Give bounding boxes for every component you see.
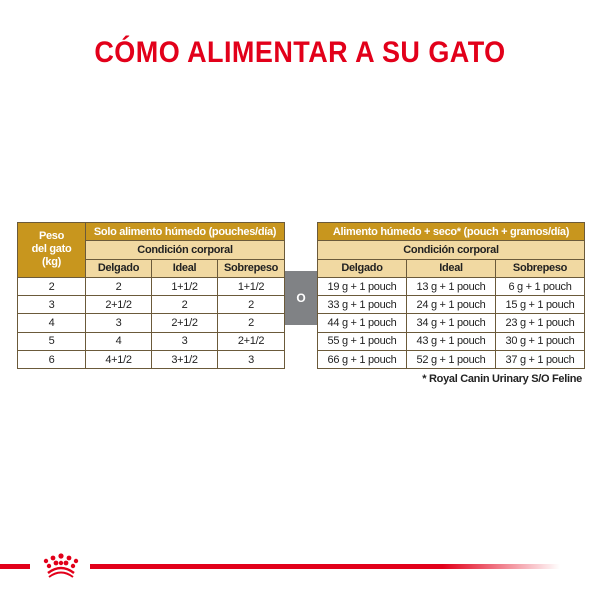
table-cell: 2+1/2	[85, 295, 152, 315]
table-cell: 4	[85, 331, 152, 352]
wet-food-table: Peso del gato (kg) Solo alimento húmedo …	[17, 221, 286, 370]
table-row: 19 g + 1 pouch 13 g + 1 pouch 6 g + 1 pouc…	[317, 276, 585, 297]
table-cell: 3	[151, 331, 218, 352]
table-row: 33 g + 1 pouch 24 g + 1 pouch 15 g + 1 pou…	[317, 295, 585, 315]
table-cell: 1+1/2	[151, 276, 218, 297]
table-cell: 43 g + 1 pouch	[406, 331, 496, 352]
table-cell: 55 g + 1 pouch	[317, 331, 407, 352]
brand-line	[90, 564, 560, 569]
table-cell: 2+1/2	[216, 331, 286, 352]
table-row: 4 3 2+1/2 2	[17, 313, 286, 333]
table-cell: 52 g + 1 pouch	[406, 350, 496, 370]
footnote: * Royal Canin Urinary S/O Feline	[422, 373, 582, 385]
table-cell: 6 g + 1 pouch	[495, 276, 585, 297]
group-header: Alimento húmedo + seco* (pouch + gramos/…	[317, 221, 585, 242]
table-cell: 66 g + 1 pouch	[317, 350, 407, 370]
table-cell: 3	[216, 350, 286, 370]
table-row: 55 g + 1 pouch 43 g + 1 pouch 30 g + 1 pou…	[317, 331, 585, 352]
table-cell: 5	[17, 331, 86, 352]
table-cell: 33 g + 1 pouch	[317, 295, 407, 315]
table-row: 66 g + 1 pouch 52 g + 1 pouch 37 g + 1 pou…	[317, 350, 585, 370]
weight-header-line: (kg)	[42, 256, 61, 269]
table-cell: 3+1/2	[151, 350, 218, 370]
table-cell: 2	[85, 276, 152, 297]
brand-line	[0, 564, 30, 569]
column-header: Delgado	[85, 258, 152, 278]
table-cell: 24 g + 1 pouch	[406, 295, 496, 315]
or-separator: O	[285, 271, 317, 325]
page-title: CÓMO ALIMENTAR A SU GATO	[94, 36, 506, 69]
table-cell: 2+1/2	[151, 313, 218, 333]
table-cell: 44 g + 1 pouch	[317, 313, 407, 333]
table-cell: 30 g + 1 pouch	[495, 331, 585, 352]
column-header: Sobrepeso	[495, 258, 585, 278]
table-cell: 6	[17, 350, 86, 370]
column-header: Sobrepeso	[216, 258, 286, 278]
table-row: 5 4 3 2+1/2	[17, 331, 286, 352]
table-cell: 3	[17, 295, 86, 315]
table-cell: 2	[17, 276, 86, 297]
table-cell: 34 g + 1 pouch	[406, 313, 496, 333]
table-row: 44 g + 1 pouch 34 g + 1 pouch 23 g + 1 pou…	[317, 313, 585, 333]
table-cell: 2	[216, 313, 286, 333]
column-header: Delgado	[317, 258, 407, 278]
table-cell: 23 g + 1 pouch	[495, 313, 585, 333]
table-cell: 13 g + 1 pouch	[406, 276, 496, 297]
column-header: Ideal	[406, 258, 496, 278]
table-row: 6 4+1/2 3+1/2 3	[17, 350, 286, 370]
table-cell: 3	[85, 313, 152, 333]
subheader: Condición corporal	[84, 240, 286, 260]
table-cell: 1+1/2	[216, 276, 286, 297]
column-header: Ideal	[151, 258, 218, 278]
table-cell: 4	[17, 313, 86, 333]
weight-header-line: Peso	[38, 230, 65, 243]
table-row: 3 2+1/2 2 2	[17, 295, 286, 315]
table-cell: 2	[216, 295, 286, 315]
table-cell: 2	[151, 295, 218, 315]
royal-canin-crown-logo	[43, 553, 79, 578]
subheader: Condición corporal	[317, 240, 585, 260]
table-cell: 4+1/2	[85, 350, 152, 370]
table-cell: 37 g + 1 pouch	[495, 350, 585, 370]
table-row: 2 2 1+1/2 1+1/2	[17, 276, 286, 297]
weight-header-line: del gato	[31, 243, 72, 256]
table-cell: 15 g + 1 pouch	[495, 295, 585, 315]
group-header: Solo alimento húmedo (pouches/día)	[84, 221, 286, 242]
wet-dry-food-table: Alimento húmedo + seco* (pouch + gramos/…	[317, 221, 585, 370]
weight-header: Peso del gato (kg)	[17, 222, 86, 278]
table-cell: 19 g + 1 pouch	[317, 276, 407, 297]
